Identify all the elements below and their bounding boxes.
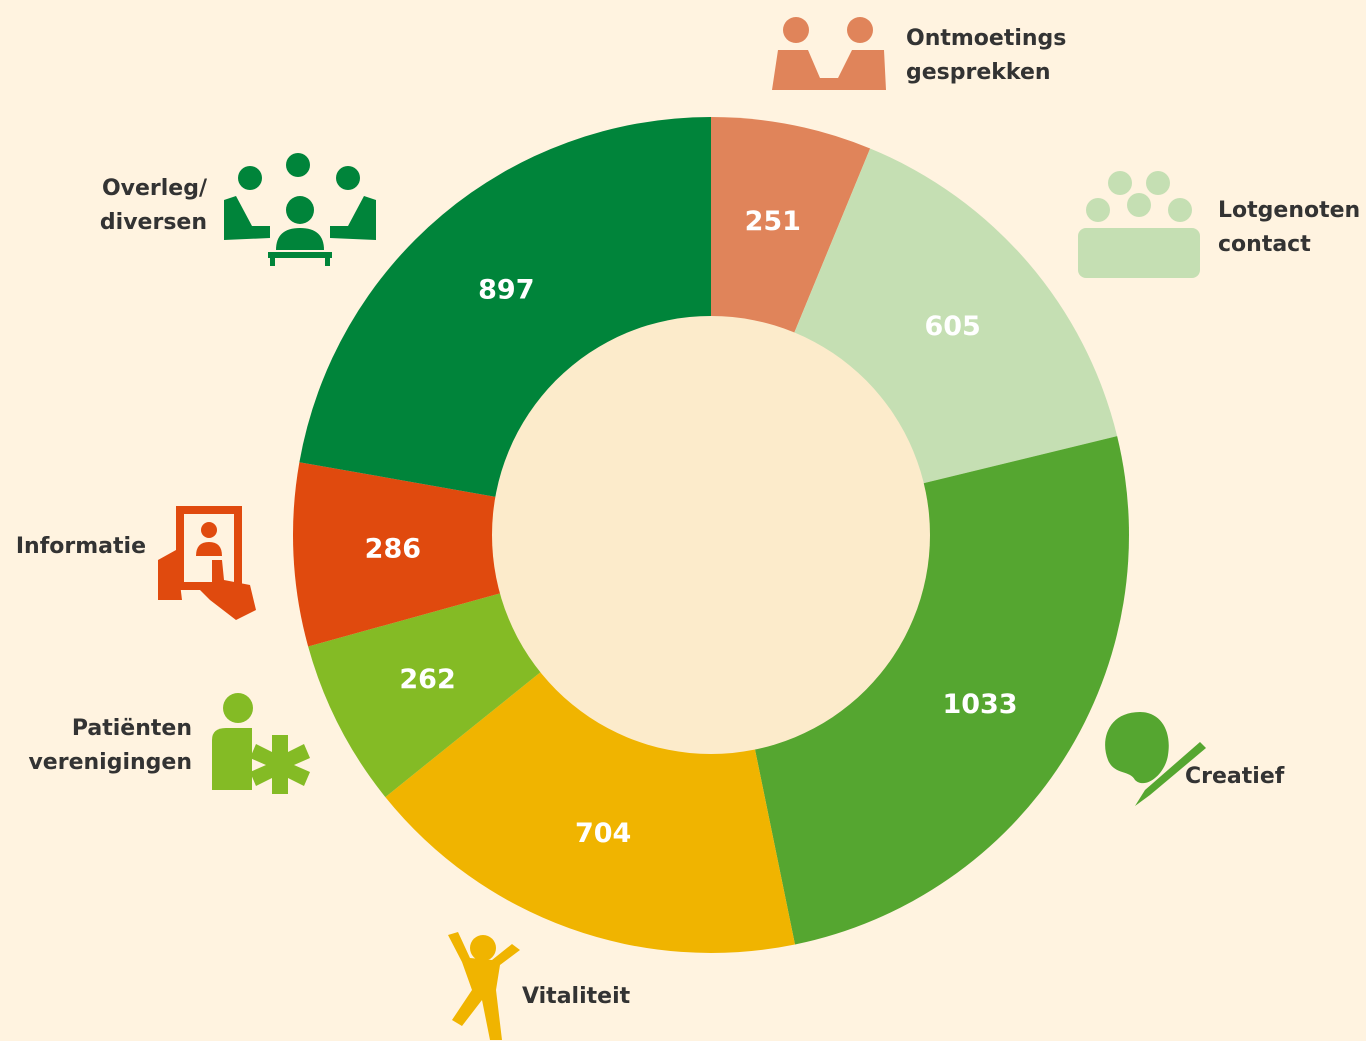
- value-label: 251: [745, 206, 801, 237]
- icon-tablet: [158, 506, 256, 620]
- icon-handshake: [772, 17, 886, 90]
- category-label: Lotgenoten contact: [1218, 198, 1361, 257]
- icon-medical: [212, 693, 310, 794]
- value-label: 286: [365, 534, 421, 565]
- category-label: Vitaliteit: [522, 984, 631, 1009]
- icons: [158, 17, 1206, 1040]
- value-label: 704: [575, 818, 631, 849]
- value-label: 897: [478, 274, 534, 305]
- category-label: Informatie: [15, 534, 146, 559]
- category-label: Patiënten verenigingen: [28, 716, 192, 775]
- value-label: 1033: [942, 689, 1017, 720]
- icon-palette: [1105, 712, 1206, 806]
- category-label: Overleg/ diversen: [99, 176, 207, 235]
- icon-group: [1078, 171, 1200, 278]
- value-label: 262: [399, 664, 455, 695]
- icon-meeting: [224, 153, 376, 266]
- category-label: Ontmoetings gesprekken: [906, 26, 1067, 85]
- category-label: Creatief: [1185, 764, 1285, 789]
- value-label: 605: [924, 311, 980, 342]
- donut-hole: [492, 316, 930, 754]
- icon-person-jump: [448, 932, 520, 1040]
